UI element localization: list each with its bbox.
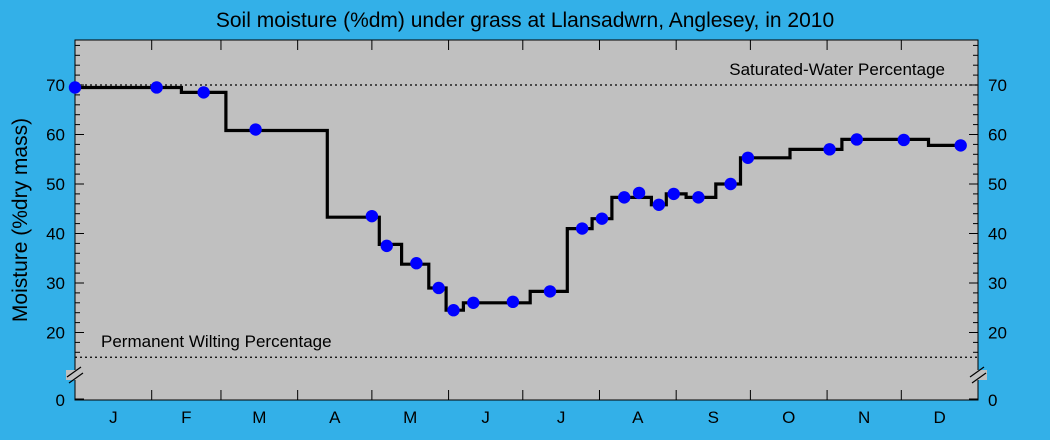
y-tick-label-right: 20: [988, 324, 1007, 343]
data-point: [724, 177, 737, 191]
x-tick-label: A: [632, 408, 644, 427]
axis-break-marks: [66, 366, 987, 384]
y-tick-label-right: 0: [988, 391, 997, 410]
x-tick-label: A: [329, 408, 341, 427]
x-tick-label: D: [934, 408, 946, 427]
data-point: [618, 191, 631, 204]
y-tick-label-left: 70: [46, 76, 65, 95]
data-point: [447, 304, 460, 317]
wilting-percentage-label: Permanent Wilting Percentage: [101, 332, 332, 351]
y-tick-label-left: 30: [46, 274, 65, 293]
y-axis-label: Moisture (%dry mass): [9, 118, 32, 322]
x-tick-label: M: [252, 408, 266, 427]
data-point: [150, 81, 163, 94]
saturated-water-label: Saturated-Water Percentage: [729, 60, 945, 79]
data-point: [197, 86, 210, 99]
data-point: [954, 139, 967, 152]
data-point: [68, 81, 82, 94]
data-point: [632, 186, 646, 200]
y-tick-label-left: 40: [46, 225, 65, 244]
data-point: [432, 281, 445, 295]
y-tick-label-left: 20: [46, 324, 65, 343]
y-tick-label-right: 50: [988, 175, 1007, 194]
data-point: [595, 212, 609, 225]
data-point: [652, 198, 666, 211]
data-point: [365, 209, 379, 223]
x-tick-label: J: [557, 408, 566, 427]
y-tick-label-right: 70: [988, 76, 1007, 95]
y-tick-label-right: 30: [988, 274, 1007, 293]
data-point: [897, 133, 910, 147]
x-tick-label: F: [181, 408, 191, 427]
data-point: [575, 222, 589, 235]
data-point: [692, 191, 705, 204]
x-tick-label: J: [481, 408, 490, 427]
data-point: [380, 239, 393, 253]
x-tick-label: M: [403, 408, 417, 427]
data-point: [410, 257, 423, 270]
data-point: [741, 151, 755, 164]
data-point: [506, 295, 520, 309]
y-tick-label-right: 40: [988, 225, 1007, 244]
x-tick-label: J: [109, 408, 118, 427]
data-point: [249, 123, 262, 136]
x-tick-label: S: [708, 408, 719, 427]
x-tick-label: N: [858, 408, 870, 427]
data-point: [467, 296, 480, 309]
y-tick-label-left: 50: [46, 175, 65, 194]
chart-title: Soil moisture (%dm) under grass at Llans…: [216, 9, 834, 32]
y-tick-label-left: 60: [46, 126, 65, 145]
y-tick-label-right: 60: [988, 126, 1007, 145]
y-tick-label-left: 0: [56, 391, 65, 410]
x-tick-label: O: [782, 408, 795, 427]
data-point: [667, 187, 680, 201]
data-point: [850, 133, 863, 146]
data-point: [543, 285, 557, 298]
data-point: [823, 143, 836, 156]
